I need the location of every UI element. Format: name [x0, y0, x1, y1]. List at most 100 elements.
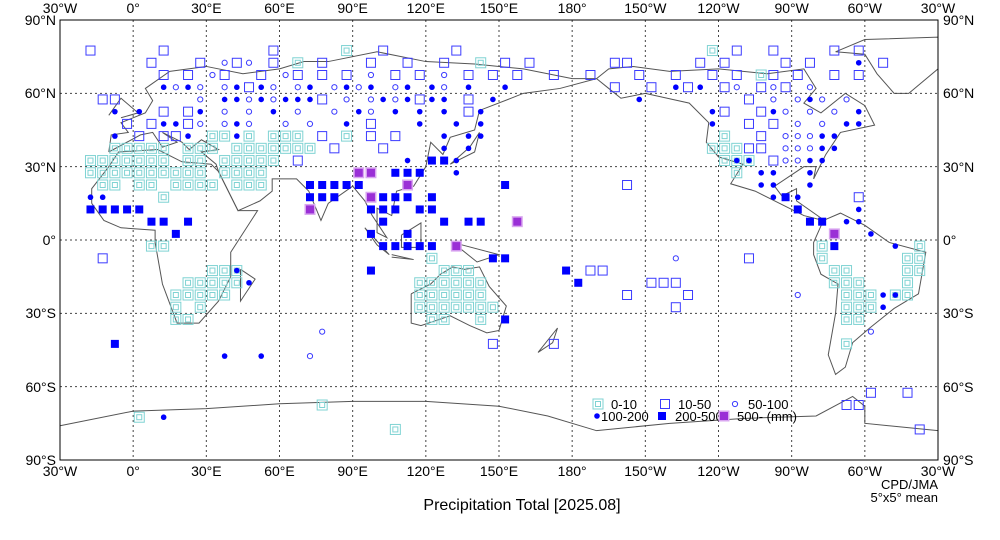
- lat-label-left: 90°S: [25, 452, 56, 468]
- marker-100-200: [709, 121, 716, 127]
- marker-0-10: [243, 179, 255, 191]
- marker-100-200: [160, 84, 167, 91]
- marker-0-10: [463, 301, 475, 313]
- marker-200-500: [366, 229, 375, 238]
- marker-0-10: [450, 265, 462, 277]
- marker-0-10: [841, 313, 853, 325]
- marker-200-500: [391, 242, 400, 251]
- marker-100-200: [831, 133, 838, 139]
- lon-label-bottom: 90°W: [774, 463, 809, 479]
- marker-0-10: [97, 155, 109, 167]
- marker-10-50: [768, 45, 779, 56]
- marker-200-500: [318, 181, 327, 189]
- marker-10-50: [414, 94, 425, 105]
- marker-200-500: [427, 156, 436, 165]
- marker-10-50: [158, 106, 169, 117]
- marker-0-10: [170, 289, 182, 301]
- marker-10-50: [658, 277, 669, 288]
- marker-200-500: [501, 315, 510, 324]
- marker-10-50: [853, 45, 864, 56]
- marker-10-50: [463, 70, 474, 80]
- marker-100-200: [99, 194, 106, 201]
- marker-50-100: [672, 255, 679, 262]
- marker-0-10: [438, 313, 450, 325]
- marker-10-50: [683, 290, 694, 300]
- marker-0-10: [914, 252, 926, 264]
- marker-100-200: [258, 353, 265, 359]
- marker-200-500: [318, 193, 327, 202]
- marker-100-200: [160, 414, 167, 421]
- marker-0-10: [109, 179, 121, 191]
- marker-0-10: [463, 265, 475, 277]
- marker-100-200: [465, 133, 472, 139]
- marker-200-500: [403, 229, 412, 238]
- marker-10-50: [97, 253, 108, 264]
- marker-50-100: [331, 108, 338, 115]
- marker-0-10: [194, 142, 206, 154]
- marker-10-50: [378, 143, 389, 154]
- marker-50-100: [221, 84, 228, 91]
- marker-100-200: [441, 145, 447, 152]
- marker-100-200: [453, 169, 460, 176]
- marker-0-10: [816, 240, 828, 252]
- marker-100-200: [368, 84, 374, 91]
- lon-label-top: 150°W: [624, 0, 667, 16]
- marker-200-500: [305, 181, 314, 189]
- marker-200-500: [123, 205, 132, 214]
- marker-0-10: [438, 277, 450, 289]
- marker-0-10: [853, 313, 865, 325]
- marker-0-10: [206, 130, 218, 142]
- marker-0-10: [194, 179, 206, 191]
- marker-10-50: [743, 94, 754, 105]
- marker-10-50: [402, 57, 413, 68]
- marker-0-10: [841, 301, 853, 313]
- marker-0-10: [133, 142, 145, 154]
- marker-0-10: [231, 277, 243, 289]
- marker-0-10: [194, 277, 206, 289]
- marker-50-100: [441, 84, 448, 91]
- marker-0-10: [109, 142, 121, 154]
- marker-500-mm-: [365, 167, 377, 179]
- marker-200-500: [562, 266, 571, 275]
- marker-10-50: [231, 57, 242, 68]
- marker-100-200: [770, 169, 777, 176]
- marker-100-200: [819, 157, 825, 164]
- marker-200-500: [391, 168, 400, 177]
- lon-label-top: 0°: [126, 0, 140, 16]
- marker-50-100: [782, 157, 789, 164]
- marker-50-100: [806, 84, 814, 91]
- marker-0-10: [170, 179, 182, 191]
- marker-10-50: [597, 265, 608, 276]
- marker-0-10: [231, 142, 243, 154]
- marker-10-50: [292, 70, 303, 80]
- marker-0-10: [414, 277, 426, 289]
- marker-200-500: [110, 205, 119, 214]
- marker-10-50: [853, 70, 864, 80]
- marker-200-500: [135, 205, 144, 214]
- marker-50-100: [282, 71, 289, 79]
- legend-label: 0-10: [611, 397, 637, 412]
- marker-200-500: [330, 181, 339, 189]
- marker-10-50: [219, 70, 230, 80]
- lon-label-bottom: 30°E: [191, 463, 222, 479]
- marker-200-500: [415, 205, 424, 214]
- marker-10-50: [829, 70, 840, 80]
- marker-0-10: [182, 142, 194, 154]
- marker-10-50: [865, 387, 876, 398]
- marker-10-50: [548, 338, 559, 349]
- marker-100-200: [770, 108, 777, 115]
- marker-0-10: [145, 179, 157, 191]
- marker-100-200: [307, 96, 313, 103]
- marker-50-100: [867, 328, 875, 335]
- marker-50-100: [794, 291, 801, 299]
- marker-100-200: [441, 133, 447, 139]
- legend-symbol: [660, 399, 670, 409]
- marker-100-200: [636, 96, 643, 103]
- marker-200-500: [305, 193, 314, 202]
- marker-0-10: [97, 179, 109, 191]
- marker-100-200: [185, 84, 191, 91]
- marker-100-200: [697, 84, 704, 91]
- marker-0-10: [426, 313, 438, 325]
- marker-0-10: [292, 57, 304, 69]
- marker-50-100: [245, 59, 253, 66]
